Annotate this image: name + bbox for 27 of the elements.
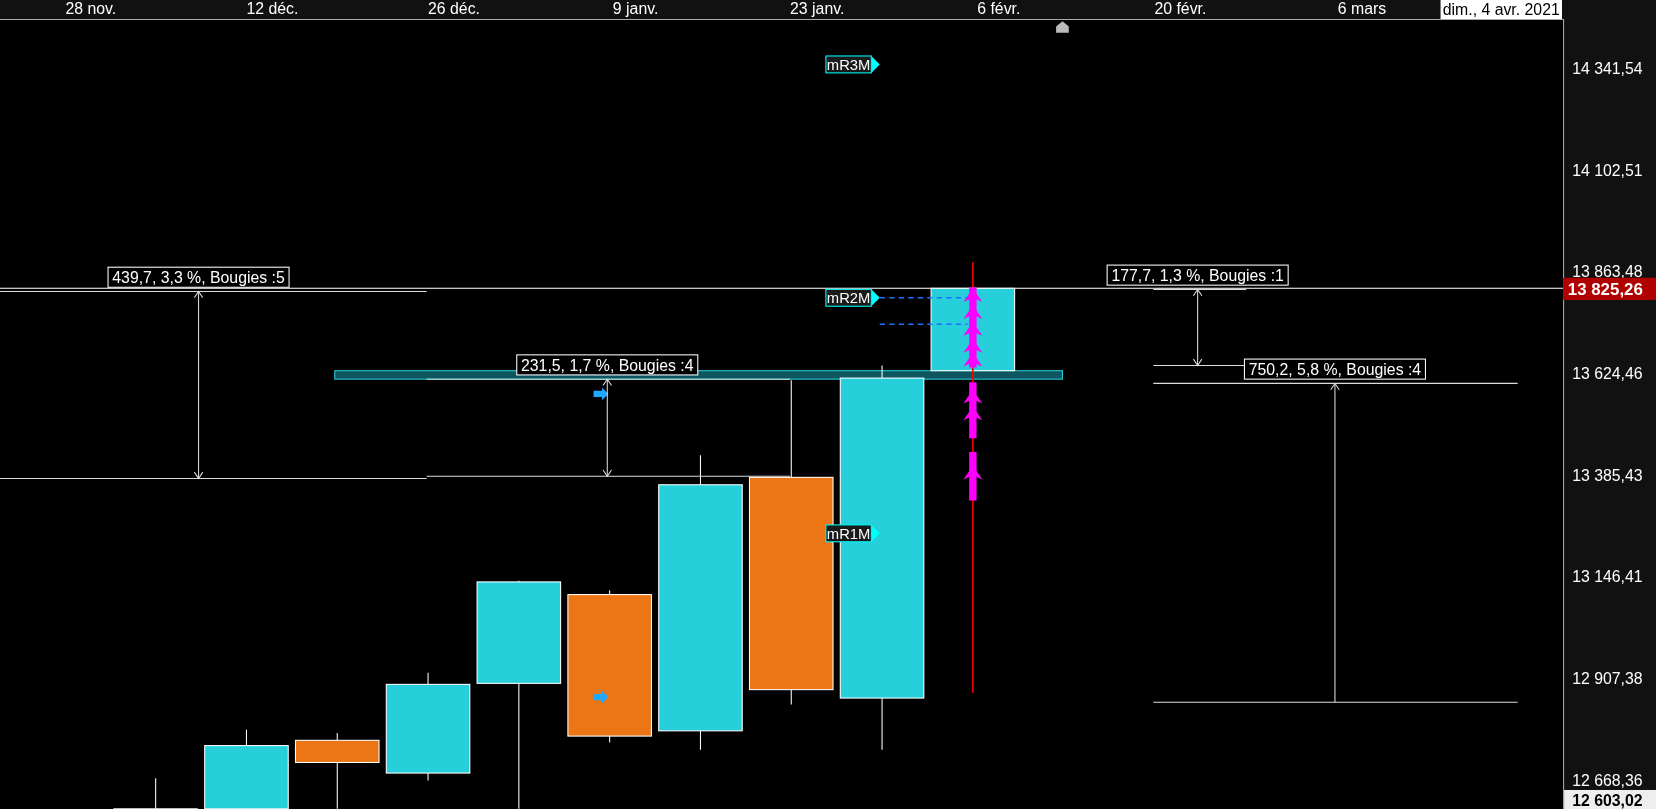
ref-line-label: 13 825,26 <box>1567 279 1643 299</box>
text: dim., 4 avr. 2021 <box>1442 0 1560 18</box>
annotation: 439,7, 3,3 %, Bougies :5 <box>112 269 285 287</box>
x-tick-label: 28 nov. <box>65 0 117 17</box>
annotation: 177,7, 1,3 %, Bougies :1 <box>1111 266 1285 284</box>
annotation: 750,2, 5,8 %, Bougies :4 <box>1248 360 1422 378</box>
x-tick-label: 6 mars <box>1337 0 1387 17</box>
annotation: mR2M <box>826 290 871 307</box>
x-tick-label: 26 déc. <box>428 0 480 17</box>
x-tick-label: 9 janv. <box>612 0 659 17</box>
y-tick-label: 13 385,43 <box>1572 466 1643 484</box>
x-tick-label: 20 févr. <box>1154 0 1207 17</box>
annotation: mR3M <box>826 56 871 73</box>
x-tick-label: 12 déc. <box>246 0 299 17</box>
y-tick-label: 14 341,54 <box>1572 59 1643 77</box>
y-tick-label: 13 863,48 <box>1572 263 1643 281</box>
y-tick-label: 12 907,38 <box>1572 670 1643 688</box>
annotation: mR1M <box>826 525 871 542</box>
x-tick-label: 6 févr. <box>977 0 1021 17</box>
y-tick-label: 13 624,46 <box>1572 365 1643 383</box>
y-tick-label: 13 146,41 <box>1572 568 1643 586</box>
x-tick-label: 23 janv. <box>790 0 845 17</box>
text: 12 603,02 <box>1572 791 1643 809</box>
y-tick-label: 14 102,51 <box>1572 161 1643 179</box>
candlestick <box>113 777 198 809</box>
y-tick-label: 12 668,36 <box>1572 771 1643 789</box>
annotation: 231,5, 1,7 %, Bougies :4 <box>521 356 694 374</box>
